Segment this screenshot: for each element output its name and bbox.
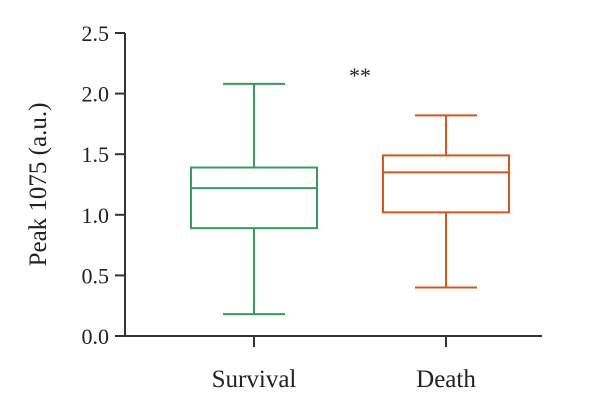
y-tick-label: 0.5	[82, 263, 110, 288]
y-tick-label: 0.0	[82, 324, 110, 349]
y-tick-label: 1.0	[82, 203, 110, 228]
iqr-box	[190, 166, 318, 230]
significance-annotation: **	[349, 63, 371, 88]
box-death	[382, 114, 510, 289]
box-survival	[190, 82, 318, 316]
x-tick-label: Survival	[212, 366, 297, 393]
y-tick-label: 2.5	[82, 21, 110, 46]
iqr-box	[382, 154, 510, 214]
y-tick-label: 2.0	[82, 82, 110, 107]
axes: 0.0 0.5 1.0 1.5 2.0 2.5 Survival Death	[82, 21, 542, 393]
boxes	[190, 82, 510, 316]
y-axis-title: Peak 1075 (a.u.)	[25, 103, 52, 267]
y-tick-label: 1.5	[82, 142, 110, 167]
x-tick-label: Death	[416, 366, 476, 393]
